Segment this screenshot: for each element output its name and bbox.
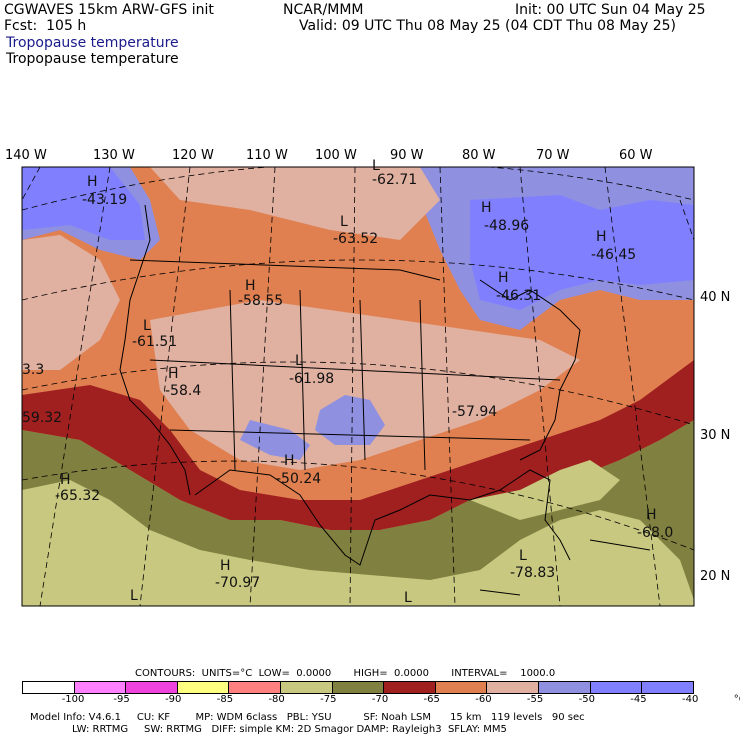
legend-swatch-5 <box>281 682 333 693</box>
legend-tick-12: -40 <box>682 694 699 705</box>
lon-label-110w: 110 W <box>246 148 288 163</box>
legend-tick-2: -90 <box>165 694 182 705</box>
extrema-labels: H -43.19 H -48.96 H -46.45 L -62.71 L -6… <box>22 158 673 606</box>
lon-label-100w: 100 W <box>315 148 357 163</box>
legend-swatch-12 <box>642 682 693 693</box>
lon-label-70w: 70 W <box>536 148 570 163</box>
hl-marker-17: L <box>519 548 527 564</box>
hl-marker-0: H <box>87 174 98 190</box>
hl-marker-6: H <box>245 278 256 294</box>
model-info-line-2: LW: RRTMG SW: RRTMG DIFF: simple KM: 2D … <box>72 724 507 735</box>
temperature-shading <box>22 167 694 606</box>
hl-value-15: -68.0 <box>637 525 673 541</box>
legend-swatch-11 <box>590 682 643 693</box>
hl-marker-18: L <box>130 588 138 604</box>
model-title: CGWAVES 15km ARW-GFS init <box>4 2 214 18</box>
hl-marker-2: H <box>596 229 607 245</box>
legend-swatch-3 <box>177 682 230 693</box>
map-frame <box>21 166 695 607</box>
hl-marker-13: H <box>284 453 295 469</box>
legend-tick-3: -85 <box>216 694 234 705</box>
legend-tick-0: -100 <box>61 694 85 705</box>
lat-label-30n: 30 N <box>700 428 731 443</box>
lon-label-80w: 80 W <box>462 148 496 163</box>
legend-swatch-1 <box>74 682 127 693</box>
hl-value-9: -58.4 <box>165 383 201 399</box>
hl-marker-1: H <box>481 200 492 216</box>
hl-value-12: -57.94 <box>452 404 497 420</box>
hl-marker-3: L <box>372 158 380 174</box>
legend-swatch-2 <box>126 682 178 693</box>
hl-value-13: -50.24 <box>276 471 321 487</box>
init-time: Init: 00 UTC Sun 04 May 25 <box>515 2 706 18</box>
lon-label-90w: 90 W <box>390 148 424 163</box>
legend-tick-5: -75 <box>320 694 337 705</box>
hl-value-17: -78.83 <box>510 565 555 581</box>
model-info-line-1: Model Info: V4.6.1 CU: KF MP: WDM 6class… <box>30 712 585 723</box>
legend-swatch-4 <box>229 682 282 693</box>
lon-label-60w: 60 W <box>619 148 653 163</box>
legend-tick-7: -65 <box>423 694 440 705</box>
hl-value-3: -62.71 <box>372 172 417 188</box>
legend-swatch-10 <box>539 682 591 693</box>
lon-label-120w: 120 W <box>172 148 214 163</box>
hl-value-2: -46.45 <box>591 247 636 263</box>
hl-value-11: 59.32 <box>22 410 62 426</box>
hl-value-16: -70.97 <box>215 575 260 591</box>
hl-value-5: -46.31 <box>496 288 541 304</box>
legend-swatch-6 <box>332 682 385 693</box>
lon-label-140w: 140 W <box>5 148 47 163</box>
graticule <box>22 167 694 606</box>
hl-marker-16: H <box>220 558 231 574</box>
hl-marker-19: L <box>404 590 412 606</box>
hl-marker-7: L <box>143 318 151 334</box>
legend-swatch-8 <box>435 682 488 693</box>
legend-tick-13: °C <box>733 694 740 705</box>
hl-value-6: -58.55 <box>238 293 283 309</box>
coastlines <box>119 204 651 596</box>
lon-label-130w: 130 W <box>93 148 135 163</box>
hl-value-10: 3.3 <box>22 362 44 378</box>
hl-value-1: -48.96 <box>484 218 529 234</box>
contours-info: CONTOURS: UNITS=°C LOW= 0.0000 HIGH= 0.0… <box>135 668 556 679</box>
valid-time: Valid: 09 UTC Thu 08 May 25 (04 CDT Thu … <box>299 18 677 34</box>
legend-swatch-7 <box>384 682 436 693</box>
organization: NCAR/MMM <box>283 2 364 18</box>
lat-label-40n: 40 N <box>700 290 731 305</box>
legend-tick-8: -60 <box>475 694 492 705</box>
hl-marker-15: H <box>646 507 657 523</box>
legend-tick-6: -70 <box>371 694 389 705</box>
legend-tick-10: -50 <box>578 694 595 705</box>
field-title-secondary: Tropopause temperature <box>6 51 179 67</box>
legend-tick-1: -95 <box>113 694 130 705</box>
legend-tick-9: -55 <box>526 694 544 705</box>
hl-marker-5: H <box>498 270 509 286</box>
color-legend <box>22 681 694 694</box>
legend-swatch-9 <box>487 682 540 693</box>
hl-marker-9: H <box>168 366 179 382</box>
hl-value-0: -43.19 <box>82 192 127 208</box>
hl-marker-8: L <box>295 353 303 369</box>
legend-tick-4: -80 <box>268 694 285 705</box>
forecast-hour: Fcst: 105 h <box>4 18 87 34</box>
hl-value-8: -61.98 <box>289 371 334 387</box>
legend-swatch-0 <box>23 682 75 693</box>
hl-marker-4: L <box>340 214 348 230</box>
lat-label-20n: 20 N <box>700 569 731 584</box>
legend-tick-11: -45 <box>630 694 647 705</box>
hl-value-14: -65.32 <box>55 488 100 504</box>
hl-value-7: -61.51 <box>132 334 177 350</box>
hl-marker-14: H <box>60 472 71 488</box>
field-title-primary: Tropopause temperature <box>6 35 179 51</box>
hl-value-4: -63.52 <box>333 231 378 247</box>
